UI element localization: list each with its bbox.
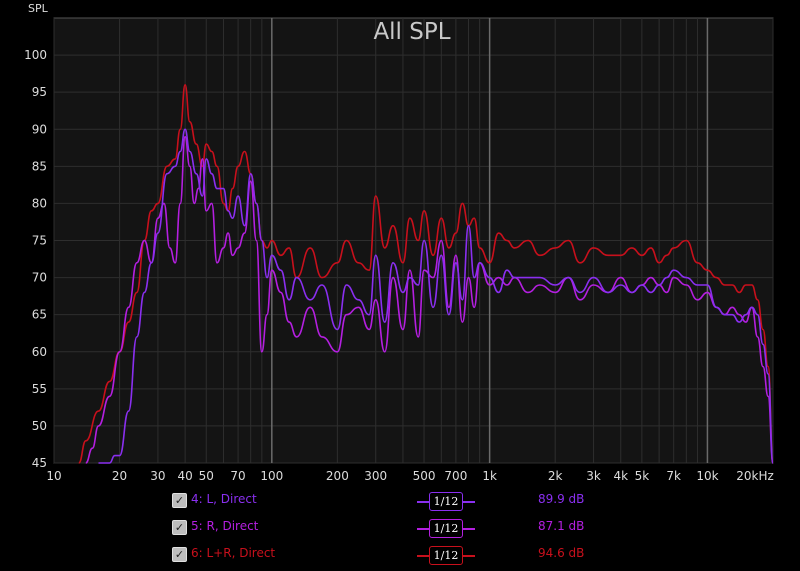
legend-label: 4: L, Direct xyxy=(191,492,257,506)
smoothing-button[interactable]: 1/12 xyxy=(417,491,475,511)
legend-row-l: ✓ 4: L, Direct 1/12 89.9 dB xyxy=(172,491,772,511)
y-tick-label: 55 xyxy=(32,382,47,396)
series-line xyxy=(78,84,774,464)
smoothing-button[interactable]: 1/12 xyxy=(417,518,475,538)
legend-row-lr: ✓ 6: L+R, Direct 1/12 94.6 dB xyxy=(172,545,772,565)
x-tick-label: 40 xyxy=(177,469,192,483)
y-tick-label: 65 xyxy=(32,308,47,322)
smoothing-label: 1/12 xyxy=(429,546,463,565)
x-tick-label: 50 xyxy=(199,469,214,483)
legend-row-r: ✓ 5: R, Direct 1/12 87.1 dB xyxy=(172,518,772,538)
y-tick-label: 90 xyxy=(32,122,47,136)
x-tick-label: 5k xyxy=(635,469,650,483)
y-tick-label: 80 xyxy=(32,196,47,210)
series-line xyxy=(85,135,774,464)
spl-chart: 45 50 55 60 65 70 75 80 85 90 95 100 10 20 30 40 50 70 100… xyxy=(24,2,774,483)
y-tick-label: 70 xyxy=(32,271,47,285)
x-tick-label: 20kHz xyxy=(736,469,774,483)
legend-value: 89.9 dB xyxy=(538,492,585,506)
x-tick-label: 500 xyxy=(413,469,436,483)
x-tick-label: 700 xyxy=(444,469,467,483)
x-tick-label: 30 xyxy=(150,469,165,483)
y-tick-label: 85 xyxy=(32,159,47,173)
legend: ✓ 4: L, Direct 1/12 89.9 dB ✓ 5: R, Dire… xyxy=(0,488,800,571)
y-tick-label: 60 xyxy=(32,345,47,359)
x-tick-label: 200 xyxy=(326,469,349,483)
legend-label: 5: R, Direct xyxy=(191,519,259,533)
x-tick-label: 7k xyxy=(666,469,681,483)
smoothing-label: 1/12 xyxy=(429,492,463,511)
y-tick-label: 45 xyxy=(32,456,47,470)
checkbox-icon[interactable]: ✓ xyxy=(172,547,187,562)
legend-value: 87.1 dB xyxy=(538,519,585,533)
smoothing-label: 1/12 xyxy=(429,519,463,538)
series-line xyxy=(98,128,774,464)
y-tick-label: 75 xyxy=(32,234,47,248)
y-axis-label: SPL xyxy=(28,2,49,15)
x-tick-label: 100 xyxy=(260,469,283,483)
x-tick-label: 10 xyxy=(46,469,61,483)
x-tick-label: 1k xyxy=(482,469,497,483)
x-tick-label: 2k xyxy=(548,469,563,483)
y-tick-label: 100 xyxy=(24,48,47,62)
chart-title: All SPL xyxy=(373,19,450,45)
spl-chart-canvas: 45 50 55 60 65 70 75 80 85 90 95 100 10 20 30 40 50 70 100… xyxy=(24,2,774,483)
x-tick-label: 10k xyxy=(696,469,718,483)
x-tick-label: 70 xyxy=(230,469,245,483)
y-tick-label: 95 xyxy=(32,85,47,99)
legend-label: 6: L+R, Direct xyxy=(191,546,276,560)
x-tick-label: 300 xyxy=(364,469,387,483)
legend-value: 94.6 dB xyxy=(538,546,585,560)
x-tick-label: 3k xyxy=(586,469,601,483)
checkbox-icon[interactable]: ✓ xyxy=(172,493,187,508)
x-tick-label: 4k xyxy=(613,469,628,483)
checkbox-icon[interactable]: ✓ xyxy=(172,520,187,535)
x-tick-label: 20 xyxy=(112,469,127,483)
smoothing-button[interactable]: 1/12 xyxy=(417,545,475,565)
y-tick-label: 50 xyxy=(32,419,47,433)
